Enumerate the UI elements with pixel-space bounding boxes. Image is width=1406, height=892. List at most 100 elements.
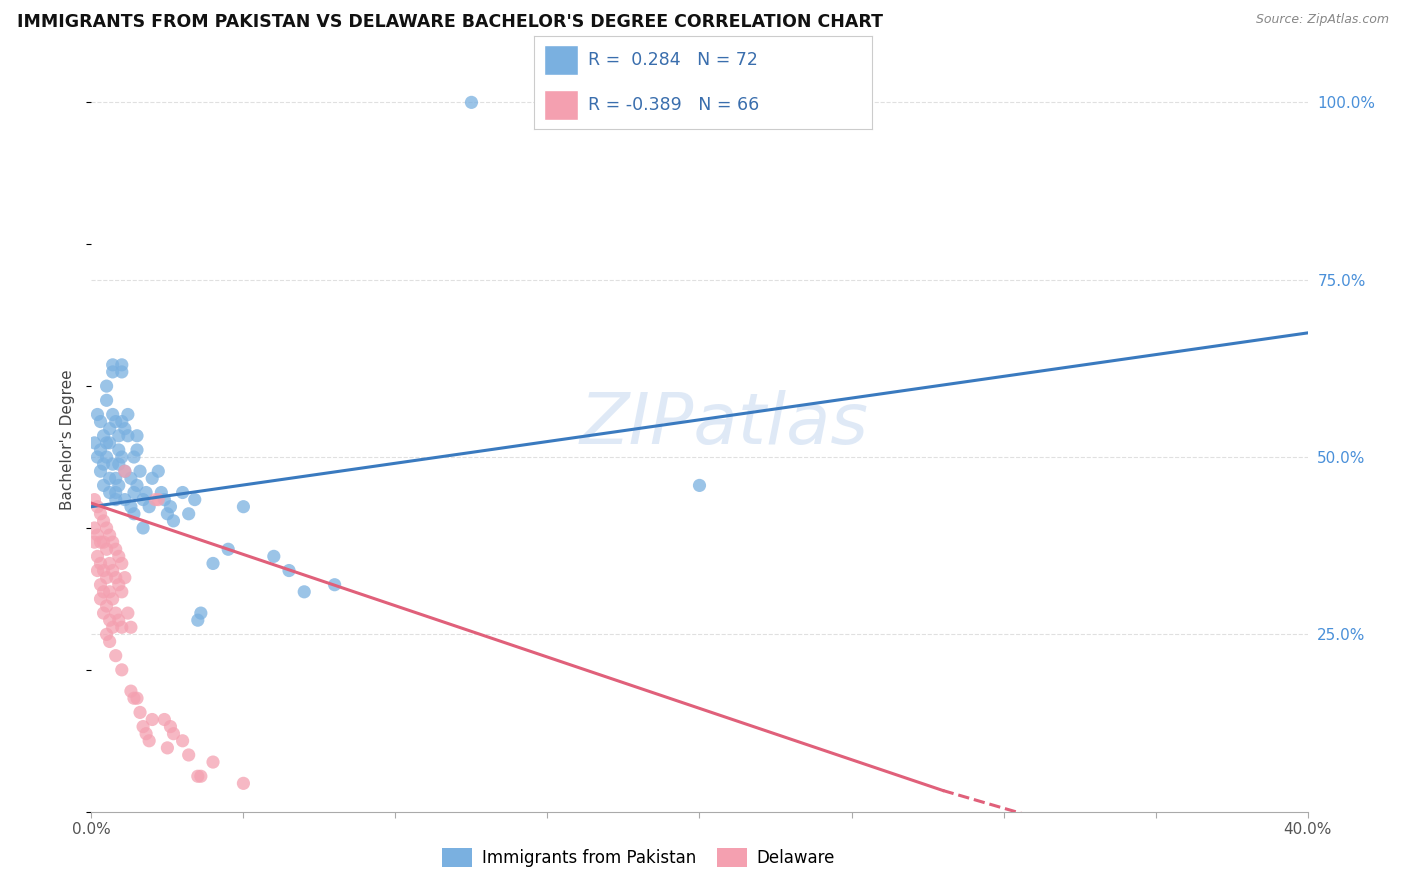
Point <box>162 727 184 741</box>
Point <box>86 500 108 514</box>
Point <box>143 492 166 507</box>
Point <box>159 720 181 734</box>
Point <box>89 557 111 571</box>
Point <box>114 571 136 585</box>
Point <box>114 464 136 478</box>
Point <box>138 733 160 747</box>
Text: R =  0.284   N = 72: R = 0.284 N = 72 <box>588 51 758 69</box>
Point <box>111 663 134 677</box>
Point <box>111 557 134 571</box>
Point <box>159 500 181 514</box>
Point <box>148 464 170 478</box>
Legend: Immigrants from Pakistan, Delaware: Immigrants from Pakistan, Delaware <box>436 841 842 874</box>
Point <box>117 408 139 422</box>
Point <box>172 733 194 747</box>
Point <box>93 564 115 578</box>
Point <box>177 507 200 521</box>
Point <box>292 584 315 599</box>
Point <box>107 613 129 627</box>
Point <box>93 584 115 599</box>
Point <box>120 684 142 698</box>
Point <box>122 507 145 521</box>
Point <box>83 435 105 450</box>
Point <box>107 549 129 564</box>
Point <box>96 379 118 393</box>
Point <box>150 485 173 500</box>
Point <box>111 365 134 379</box>
Point <box>278 564 301 578</box>
Point <box>96 542 118 557</box>
Point <box>156 507 179 521</box>
Point <box>148 492 170 507</box>
Point <box>111 584 134 599</box>
Point <box>93 606 115 620</box>
Point <box>98 557 121 571</box>
Point <box>101 591 124 606</box>
Point <box>460 95 482 110</box>
Point <box>104 648 127 663</box>
Point <box>104 471 127 485</box>
Point <box>101 358 124 372</box>
Point <box>101 365 124 379</box>
Point <box>122 691 145 706</box>
Point <box>172 485 194 500</box>
Point <box>114 492 136 507</box>
Bar <box>544 45 578 75</box>
Point <box>86 528 108 542</box>
Point <box>104 542 127 557</box>
Point <box>111 620 134 634</box>
Point <box>93 457 115 471</box>
Point <box>86 549 108 564</box>
Point <box>153 713 176 727</box>
Point <box>101 408 124 422</box>
Point <box>83 492 105 507</box>
Point <box>132 521 155 535</box>
Text: IMMIGRANTS FROM PAKISTAN VS DELAWARE BACHELOR'S DEGREE CORRELATION CHART: IMMIGRANTS FROM PAKISTAN VS DELAWARE BAC… <box>17 13 883 31</box>
Point <box>104 485 127 500</box>
Point <box>122 450 145 464</box>
Point <box>138 500 160 514</box>
Point <box>135 727 157 741</box>
Point <box>104 606 127 620</box>
Point <box>98 634 121 648</box>
Point <box>190 769 212 783</box>
Point <box>125 442 148 457</box>
Point <box>132 720 155 734</box>
Point <box>187 613 209 627</box>
Point <box>688 478 710 492</box>
Point <box>96 521 118 535</box>
Point <box>89 535 111 549</box>
Point <box>96 571 118 585</box>
Point <box>104 492 127 507</box>
Point <box>93 429 115 443</box>
Bar <box>544 90 578 120</box>
Point <box>111 450 134 464</box>
Point <box>156 740 179 755</box>
Point <box>117 429 139 443</box>
Point <box>111 358 134 372</box>
Point <box>98 485 121 500</box>
Point <box>89 464 111 478</box>
Point <box>187 769 209 783</box>
Point <box>120 500 142 514</box>
Point <box>125 691 148 706</box>
Point <box>89 578 111 592</box>
Point <box>153 492 176 507</box>
Point <box>107 478 129 492</box>
Point <box>129 464 152 478</box>
Point <box>141 471 163 485</box>
Point <box>232 500 254 514</box>
Point <box>86 408 108 422</box>
Text: ZIPatlas: ZIPatlas <box>579 390 869 458</box>
Point <box>107 578 129 592</box>
Point <box>263 549 285 564</box>
Point <box>125 478 148 492</box>
Point <box>135 485 157 500</box>
Y-axis label: Bachelor's Degree: Bachelor's Degree <box>60 369 76 509</box>
Point <box>107 457 129 471</box>
Point <box>101 457 124 471</box>
Point <box>89 442 111 457</box>
Point <box>114 464 136 478</box>
Point <box>217 542 239 557</box>
Point <box>93 514 115 528</box>
